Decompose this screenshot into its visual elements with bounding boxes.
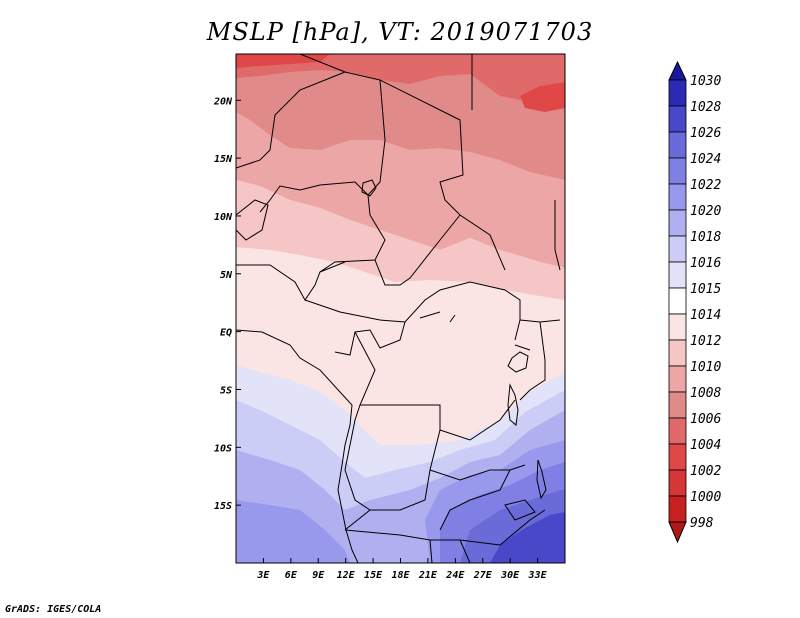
y-tick-label: EQ [220,328,232,339]
colorbar-segment [668,313,687,341]
colorbar-segment [668,469,687,497]
lake-tanganyika [507,383,519,426]
colorbar-label: 1018 [690,230,721,245]
x-tick-label: 3E [256,570,270,581]
y-tick-label: 5N [220,270,233,281]
x-tick-label: 18E [391,570,410,581]
lake-chad [361,179,377,197]
colorbar-label: 1008 [690,386,721,401]
y-axis: 20N 15N 10N 5N EQ 5S 10S 15S [213,96,241,512]
coastline [236,329,359,563]
lake-malawi [536,459,547,500]
colorbar-segment [668,157,687,185]
x-tick-label: 24E [445,570,465,581]
y-tick-label: 10S [214,443,232,454]
colorbar-segment [668,417,687,445]
colorbar-segment [668,105,687,133]
colorbar-label: 1002 [690,464,721,479]
colorbar-segment [668,391,687,419]
y-tick-label: 5S [220,385,232,396]
band-1004-north [236,54,565,112]
colorbar-segment [668,443,687,471]
colorbar-label: 1014 [690,308,721,323]
colorbar-segment [668,209,687,237]
zambezi-lakes [419,311,536,521]
colorbar-segment [668,131,687,159]
pressure-field [236,54,565,563]
border-lines [236,54,561,563]
colorbar-label: 1028 [690,100,721,115]
colorbar-bottom-arrow [668,521,687,544]
colorbar: 1030 1028 1026 1024 1022 1020 1018 1016 1015 1014… [668,60,721,544]
x-tick-label: 21E [418,570,438,581]
country-borders [236,54,561,563]
x-tick-label: 30E [500,570,520,581]
colorbar-segment [668,287,687,315]
y-tick-label: 10N [214,212,233,223]
lake-victoria [507,351,529,373]
colorbar-label: 1006 [690,412,721,427]
colorbar-label: 1015 [690,282,721,297]
colorbar-label: 1030 [690,74,721,89]
colorbar-top-arrow [668,60,687,81]
colorbar-segment [668,495,687,523]
colorbar-segment [668,235,687,263]
colorbar-segment [668,261,687,289]
band-1012-north [236,180,565,300]
colorbar-label: 1016 [690,256,721,271]
colorbar-segment [668,79,687,107]
y-tick-label: 15S [214,501,232,512]
x-tick-label: 6E [285,570,298,581]
y-tick-label: 15N [214,154,233,165]
colorbar-label: 1026 [690,126,721,141]
map-title: MSLP [hPa], VT: 2019071703 [206,18,594,46]
colorbar-label: 1000 [690,490,721,505]
colorbar-label: 1012 [690,334,721,349]
colorbar-label: 998 [690,516,714,531]
x-tick-label: 12E [337,570,356,581]
x-axis: 3E 6E 9E 12E 15E 18E 21E 24E 27E 30E 33E [256,558,548,581]
colorbar-label: 1004 [690,438,721,453]
band-1006-north [236,54,565,100]
colorbar-segment [668,183,687,211]
grads-credit: GrADS: IGES/COLA [5,604,102,615]
colorbar-label: 1020 [690,204,721,219]
band-1028 [490,512,565,563]
x-tick-label: 9E [312,570,325,581]
colorbar-label: 1022 [690,178,721,193]
colorbar-segment [668,365,687,393]
x-tick-label: 15E [364,570,383,581]
x-tick-label: 33E [528,570,548,581]
colorbar-label: 1024 [690,152,721,167]
y-tick-label: 20N [213,96,233,107]
x-tick-label: 27E [473,570,493,581]
band-1008-north [236,54,565,180]
colorbar-label: 1010 [690,360,721,375]
colorbar-segment [668,339,687,367]
